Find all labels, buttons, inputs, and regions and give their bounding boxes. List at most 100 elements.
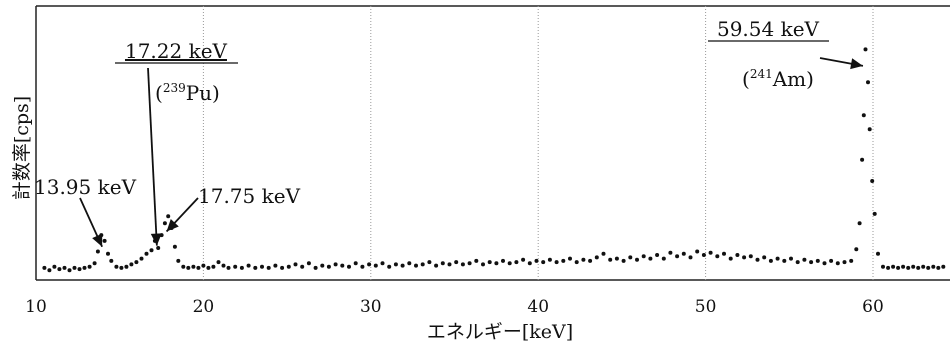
data-point [802,257,807,262]
data-point [454,260,459,265]
data-point [95,249,100,254]
data-point [867,127,872,132]
data-point [326,264,331,269]
data-point [134,260,139,265]
data-point [487,260,492,265]
data-point [568,256,572,261]
data-point [708,250,713,255]
data-point [414,263,418,268]
y-axis-title: 計数率[cps] [11,96,33,200]
data-point [668,250,673,255]
data-point [313,265,318,270]
data-point [501,258,505,263]
data-point [166,214,171,219]
data-point [594,255,599,260]
data-point [641,254,646,259]
annotation-17-75: 17.75 keV [198,184,301,208]
x-axis-title: エネルギー[keV] [427,321,573,343]
data-point [340,263,345,268]
data-point [574,260,579,265]
data-point [494,261,499,266]
data-point [881,264,885,269]
data-point [216,260,221,265]
annotation-am-energy: 59.54 keV [717,17,820,41]
data-point [266,265,271,270]
data-point [860,157,865,162]
data-point [427,260,432,265]
data-point [789,256,793,261]
data-point [688,255,693,260]
data-point [481,262,485,267]
arrow-head-am [850,58,863,70]
data-point [829,258,834,263]
data-point [92,261,97,266]
data-point [561,258,566,263]
data-point [57,267,62,272]
data-point [715,254,720,259]
data-point [648,256,653,261]
data-point [735,253,740,257]
data-point [588,258,593,263]
x-tick-label-30: 30 [360,297,382,317]
data-point [474,258,479,263]
data-point [144,251,149,256]
data-point [380,261,385,266]
x-tick-label-10: 10 [25,297,47,317]
data-point [293,262,298,267]
x-tick-label-60: 60 [862,297,884,317]
data-point [149,248,154,253]
data-point [621,258,626,263]
data-point [253,265,258,270]
data-point [866,80,870,85]
data-point [876,251,880,256]
data-point [854,247,859,252]
data-point [129,262,134,267]
data-point [809,260,814,265]
data-point [211,264,216,269]
data-point [393,262,398,267]
data-point [353,261,358,266]
data-point [507,261,512,266]
data-point [420,262,425,267]
data-point [233,264,238,269]
data-point [206,265,211,270]
data-point [239,265,244,270]
data-point [728,256,733,261]
data-point [581,257,586,262]
data-point [467,261,472,266]
arrow-shaft-pu [147,67,158,246]
data-point [601,251,606,256]
data-point [775,256,780,261]
data-point [863,47,868,52]
data-point [447,262,452,267]
arrow-am [819,57,864,70]
data-point [387,264,392,269]
data-point [936,265,941,270]
data-point [815,258,820,263]
data-point [547,257,552,262]
data-point [941,264,946,269]
data-point [191,264,196,269]
data-point [286,264,291,269]
data-point [921,264,926,269]
data-point [762,255,767,260]
x-tick-label-40: 40 [527,297,549,317]
data-point [835,261,840,266]
data-point [373,263,378,268]
data-point [911,264,916,269]
data-point [916,265,921,270]
data-point [156,246,161,250]
data-point [655,253,660,257]
data-point [614,256,619,261]
arrow-head-p1775 [166,219,179,232]
data-point [768,258,773,263]
data-point [300,264,305,269]
data-point [748,254,753,259]
data-point [926,265,931,270]
data-point [87,264,92,269]
data-point [67,268,72,273]
data-point [755,257,760,262]
data-point [695,249,700,254]
data-point [527,261,532,266]
data-point [124,264,129,269]
